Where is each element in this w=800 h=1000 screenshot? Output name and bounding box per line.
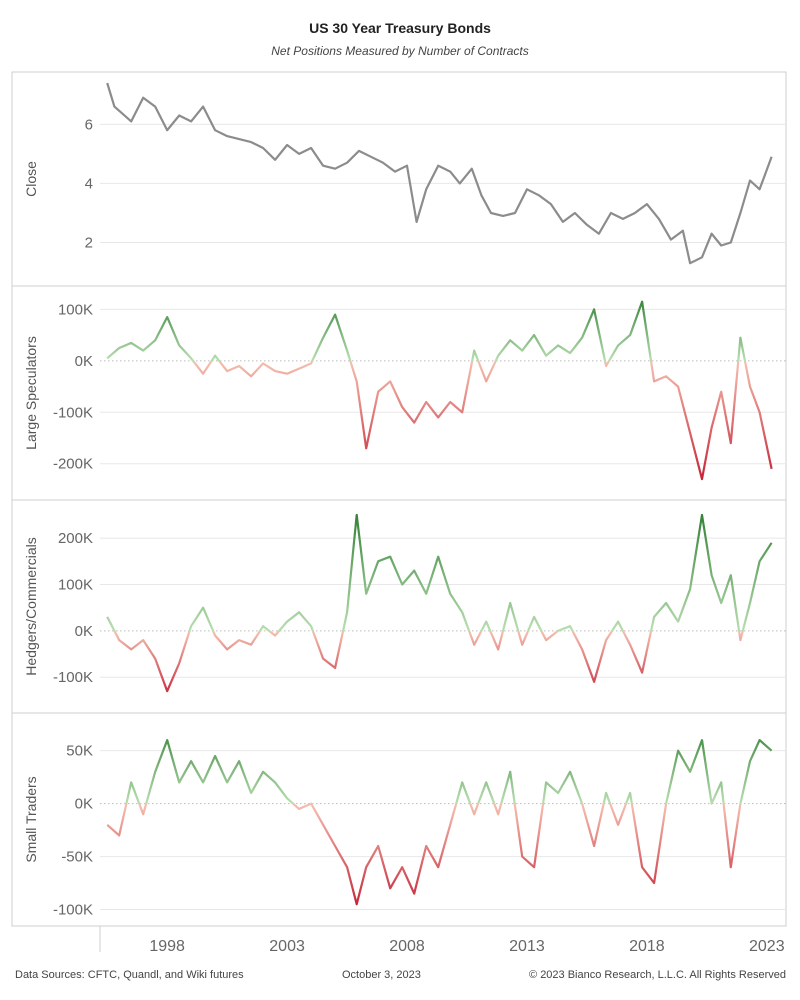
panel-border <box>11 499 787 714</box>
y-axis-label: Large Speculators <box>23 336 39 450</box>
y-tick-label: 0K <box>75 353 93 370</box>
y-tick-label: 50K <box>66 743 93 760</box>
x-tick-label: 2003 <box>269 938 305 955</box>
x-tick-label: 1998 <box>149 938 185 955</box>
y-axis-label: Hedgers/Commercials <box>23 537 39 675</box>
panel-border <box>11 285 787 501</box>
y-tick-label: -100K <box>53 404 93 421</box>
series-line <box>106 513 773 693</box>
y-tick-label: -50K <box>61 849 93 866</box>
y-tick-label: 0K <box>75 796 93 813</box>
series-line <box>106 82 773 265</box>
y-tick-label: 2 <box>85 235 93 252</box>
y-tick-label: 100K <box>58 576 93 593</box>
panel-hedgers-commercials: -100K 0K 100K 200K Hedgers/Commercials <box>11 499 787 714</box>
series-line <box>106 739 773 906</box>
series-line <box>106 300 773 481</box>
y-tick-label: 100K <box>58 301 93 318</box>
y-tick-label: 200K <box>58 530 93 547</box>
chart-title: US 30 Year Treasury Bonds <box>309 20 491 36</box>
copyright-note: © 2023 Bianco Research, L.L.C. All Right… <box>529 969 786 981</box>
x-tick-label: 2013 <box>509 938 545 955</box>
panel-border <box>11 712 787 927</box>
y-tick-label: 4 <box>85 175 93 192</box>
y-axis-label: Close <box>23 161 39 197</box>
y-tick-label: 6 <box>85 116 93 133</box>
y-tick-label: -100K <box>53 902 93 919</box>
x-tick-label: 2023 <box>749 938 785 955</box>
panel-small-traders: -100K -50K 0K 50K Small Traders <box>11 712 787 927</box>
chart-subtitle: Net Positions Measured by Number of Cont… <box>271 44 529 58</box>
x-tick-label: 2008 <box>389 938 425 955</box>
panel-close: 2 4 6 Close <box>11 71 787 287</box>
panel-large-speculators: -200K -100K 0K 100K Large Speculators <box>11 285 787 501</box>
x-tick-label: 2018 <box>629 938 665 955</box>
y-tick-label: -200K <box>53 456 93 473</box>
y-axis-label: Small Traders <box>23 776 39 862</box>
data-sources-note: Data Sources: CFTC, Quandl, and Wiki fut… <box>15 969 244 981</box>
y-tick-label: 0K <box>75 623 93 640</box>
report-date: October 3, 2023 <box>342 969 421 981</box>
panel-border <box>11 71 787 287</box>
y-tick-label: -100K <box>53 669 93 686</box>
